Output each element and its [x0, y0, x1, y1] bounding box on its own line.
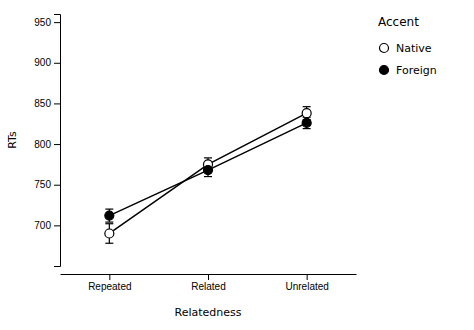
point	[105, 229, 114, 238]
legend-item: Foreign	[380, 64, 437, 77]
marks	[105, 107, 311, 244]
x-tick: Related	[191, 274, 225, 292]
y-axis-line	[54, 15, 61, 267]
error-bar	[303, 117, 311, 128]
y-tick-label: 750	[34, 179, 51, 190]
x-axis-title: Relatedness	[175, 306, 242, 319]
x-tick-label: Repeated	[88, 281, 131, 292]
y-tick: 750	[34, 179, 60, 190]
legend-item: Native	[380, 42, 432, 55]
y-tick-mark	[54, 63, 60, 64]
point	[105, 211, 114, 220]
error-bar	[303, 107, 311, 120]
chart: 700 750 800 850 900 950 Repeated Related Unrelat…	[0, 0, 474, 330]
y-tick: 850	[34, 98, 60, 109]
y-tick-label: 800	[34, 139, 51, 150]
y-tick: 700	[34, 220, 60, 231]
legend-label: Foreign	[396, 64, 437, 77]
x-tick: Unrelated	[285, 274, 328, 292]
point	[302, 109, 311, 118]
error-bar-cap	[105, 243, 113, 244]
x-tick: Repeated	[88, 274, 131, 292]
legend-marker	[380, 66, 389, 75]
y-tick-label: 950	[34, 17, 51, 28]
y-axis: 700 750 800 850 900 950	[34, 15, 60, 267]
error-bar-cap	[105, 208, 113, 209]
error-bar-cap	[105, 222, 113, 223]
x-tick-label: Unrelated	[285, 281, 328, 292]
error-bar	[105, 224, 113, 244]
y-tick-mark	[54, 185, 60, 186]
x-tick-label: Related	[191, 281, 225, 292]
x-tick-mark	[208, 274, 209, 280]
error-bar-cap	[105, 223, 113, 224]
y-tick: 900	[34, 57, 60, 68]
x-tick-mark	[109, 274, 110, 280]
y-tick: 800	[34, 139, 60, 150]
y-tick-mark	[54, 144, 60, 145]
y-tick-mark	[54, 225, 60, 226]
series-line	[109, 123, 306, 216]
error-bar-cap	[303, 128, 311, 129]
y-tick-mark	[54, 103, 60, 104]
error-bar-cap	[204, 176, 212, 177]
y-axis-title: RTs	[6, 131, 19, 149]
chart-container: 700 750 800 850 900 950 Repeated Related Unrelat…	[0, 0, 474, 330]
series-line	[109, 113, 306, 233]
error-bar	[105, 209, 113, 222]
y-tick: 950	[34, 17, 60, 28]
legend-label: Native	[396, 42, 432, 55]
x-axis: Repeated Related Unrelated	[61, 274, 357, 292]
y-tick-label: 700	[34, 220, 51, 231]
y-tick-label: 850	[34, 98, 51, 109]
y-tick-mark	[54, 22, 60, 23]
error-bar-cap	[303, 106, 311, 107]
legend-marker	[380, 44, 389, 53]
legend: Accent Native Foreign	[378, 15, 437, 77]
legend-title: Accent	[378, 15, 419, 29]
plot: 700 750 800 850 900 950 Repeated Related Unrelat…	[6, 15, 437, 320]
point	[302, 118, 311, 127]
y-tick-label: 900	[34, 57, 51, 68]
error-bar-cap	[204, 157, 212, 158]
x-tick-mark	[307, 274, 308, 280]
point	[204, 166, 213, 175]
